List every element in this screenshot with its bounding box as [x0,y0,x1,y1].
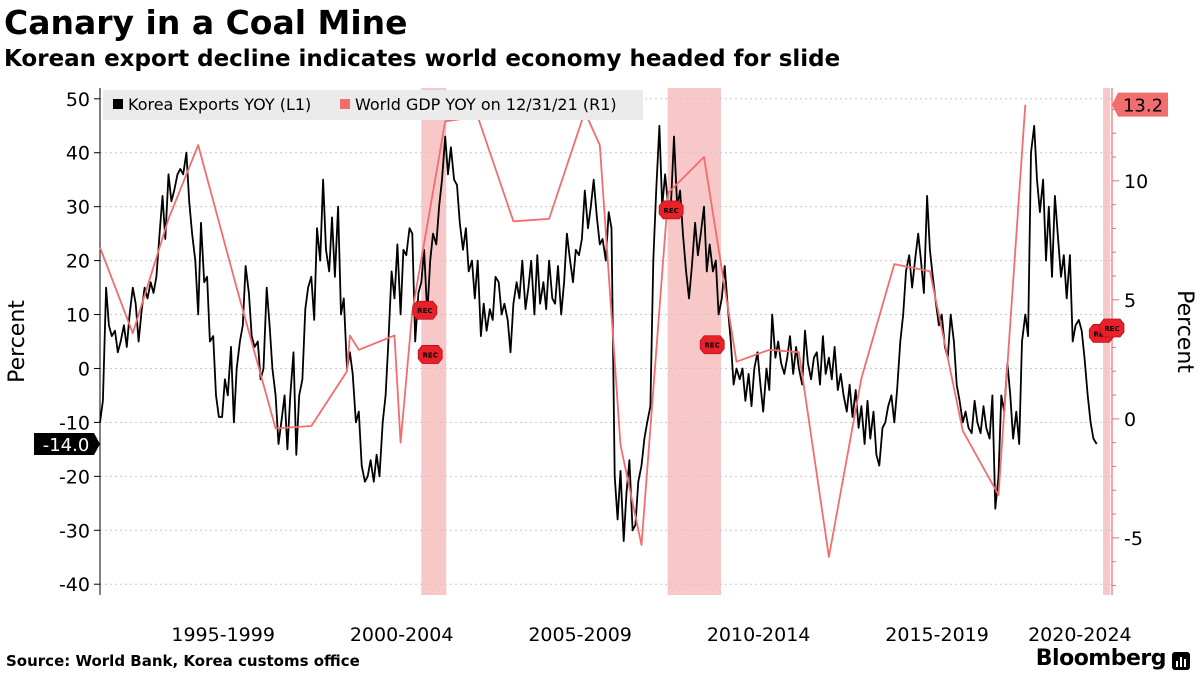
value-labels: -14.0 13.2 [34,92,1168,456]
x-tick-label: 2000-2004 [350,624,454,646]
recession-bands [421,88,1111,595]
rec-marker-label: REC [423,351,438,359]
rec-marker-shape [417,345,443,364]
legend-swatch-gdp [340,99,350,109]
left-tick-label: -10 [59,412,90,434]
x-tick-label: 2020-2024 [1028,624,1132,646]
rec-marker-label: REC [663,207,678,215]
rec-marker-label: REC [417,307,432,315]
x-tick-label: 2015-2019 [885,624,989,646]
right-tick-label: -5 [1124,528,1143,550]
left-tick-label: 30 [66,197,90,219]
world-gdp-line [99,104,1027,558]
korea-exports-line [99,124,1098,542]
left-tick-label: -30 [59,520,90,542]
rec-marker: REC [412,300,438,320]
left-tick-label: 40 [66,143,90,165]
rec-marker: REC [417,345,443,364]
rec-marker-shape [699,335,725,355]
axes: -40 -30 -20 -10 0 10 20 30 40 50 -5 0 5 10 Percent Perc… [5,88,1197,646]
legend: Korea Exports YOY (L1) World GDP YOY on 1… [103,90,643,120]
left-tick-label: 50 [66,89,90,111]
left-tick-label: 0 [78,358,90,380]
series-layer [99,104,1098,558]
right-tick-label: 0 [1124,409,1136,431]
chart-subtitle: Korean export decline indicates world ec… [4,46,841,72]
right-axis-title: Percent [1172,290,1197,373]
x-tick-label: 1995-1999 [171,624,275,646]
legend-label-gdp: World GDP YOY on 12/31/21 (R1) [355,95,617,114]
last-value-box-left [34,432,100,455]
last-value-label-left: -14.0 [43,435,90,456]
x-tick-label: 2005-2009 [528,624,632,646]
legend-label-korea: Korea Exports YOY (L1) [128,95,311,114]
rec-marker-shape [658,200,684,220]
rec-marker-label: REC [705,342,720,350]
source-note: Source: World Bank, Korea customs office [6,652,360,670]
rec-marker-label: REC [1104,325,1119,333]
left-tick-label: -40 [59,574,90,596]
last-value-label-right: 13.2 [1123,96,1163,117]
legend-swatch-korea [113,99,123,109]
left-tick-label: 10 [66,305,90,327]
left-tick-label: -20 [59,466,90,488]
x-tick-label: 2010-2014 [707,624,811,646]
rec-marker: REC [699,335,725,355]
rec-marker-label: REC [1094,330,1109,338]
legend-box [103,90,643,120]
rec-marker-shape [1099,318,1125,338]
terminal-icon [1172,652,1190,670]
left-tick-label: 20 [66,251,90,273]
rec-marker-shape [412,300,438,320]
left-axis-title: Percent [5,300,30,383]
chart-title: Canary in a Coal Mine [4,3,408,42]
right-tick-label: 10 [1124,171,1148,193]
right-tick-label: 5 [1124,290,1136,312]
bloomberg-logo: Bloomberg [1035,646,1167,671]
last-value-box-right [1112,92,1168,117]
rec-marker: REC [658,200,684,220]
rec-marker: REC [1099,318,1125,338]
